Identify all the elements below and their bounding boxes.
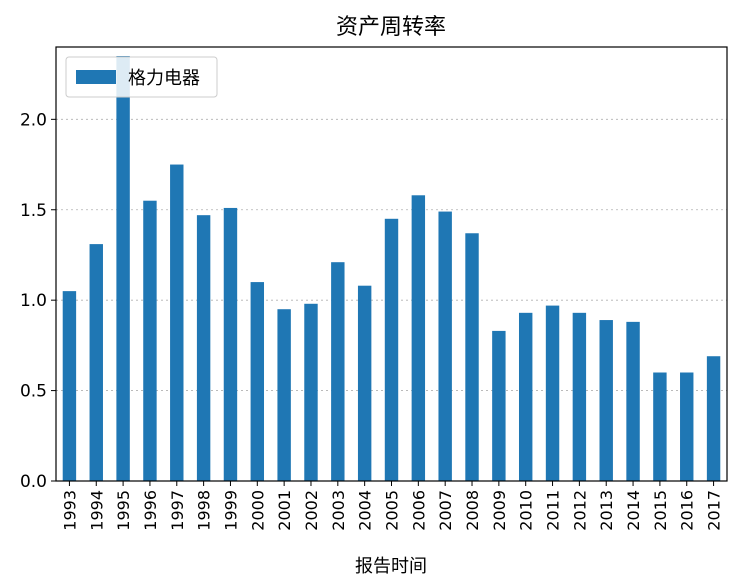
x-tick-label: 1994 — [87, 490, 106, 531]
bar-1996 — [143, 200, 157, 482]
x-tick-label: 2012 — [570, 490, 589, 531]
bar-2004 — [357, 285, 372, 481]
bar-2013 — [599, 320, 613, 481]
x-axis-label: 报告时间 — [355, 556, 427, 577]
bar-2007 — [438, 211, 452, 481]
x-tick-label: 2007 — [436, 490, 455, 531]
bar-1997 — [170, 164, 184, 481]
x-tick-label: 2013 — [597, 490, 616, 531]
x-tick-label: 1993 — [60, 490, 79, 531]
x-tick-label: 1996 — [141, 490, 160, 531]
y-tick-label: 2.0 — [20, 110, 47, 130]
bar-2002 — [304, 303, 318, 481]
legend-box — [65, 56, 218, 98]
x-tick-label: 2002 — [302, 490, 321, 531]
bar-2012 — [572, 312, 587, 481]
x-tick-label: 2017 — [705, 490, 724, 531]
bar-2003 — [331, 262, 345, 481]
bar-2009 — [492, 330, 506, 481]
bar-2011 — [545, 305, 560, 481]
x-tick-label: 1995 — [114, 490, 133, 531]
x-tick-label: 2006 — [409, 490, 428, 531]
bar-2017 — [706, 356, 721, 481]
legend-label: 格力电器 — [128, 68, 200, 89]
bar-2001 — [277, 309, 291, 481]
x-tick-label: 2010 — [517, 490, 536, 531]
x-tick-label: 2011 — [544, 490, 563, 531]
bar-2008 — [465, 233, 479, 481]
bar-2005 — [384, 218, 399, 481]
bar-2000 — [250, 282, 265, 481]
bar-1999 — [223, 207, 238, 482]
bar-1993 — [62, 291, 77, 481]
bar-1995 — [116, 56, 130, 482]
x-tick-label: 2008 — [463, 490, 482, 531]
legend-swatch — [76, 70, 116, 84]
bar-2014 — [626, 321, 640, 481]
bar-2006 — [411, 195, 426, 482]
x-tick-label: 2016 — [678, 490, 697, 531]
y-tick-label: 1.0 — [20, 291, 47, 311]
bar-2015 — [653, 372, 667, 481]
x-tick-label: 2003 — [329, 490, 348, 531]
bar-2010 — [518, 312, 533, 481]
bars — [62, 56, 721, 482]
y-tick-label: 0.5 — [20, 382, 47, 402]
x-tick-label: 2015 — [651, 490, 670, 531]
chart-title: 资产周转率 — [336, 15, 446, 40]
x-tick-label: 1998 — [195, 490, 214, 531]
legend: 格力电器 — [65, 56, 218, 98]
y-tick-label: 0.0 — [20, 472, 47, 492]
bar-1998 — [196, 215, 211, 482]
y-axis: 0.0 0.5 1.0 1.5 2.0 — [20, 110, 56, 492]
bar-1994 — [89, 244, 103, 481]
bar-2016 — [680, 372, 694, 481]
x-tick-label: 2000 — [248, 490, 267, 531]
x-tick-label: 2001 — [275, 490, 294, 531]
x-tick-label: 2009 — [490, 490, 509, 531]
x-tick-label: 1997 — [168, 490, 187, 531]
y-tick-label: 1.5 — [20, 201, 47, 221]
x-tick-label: 2005 — [383, 490, 402, 531]
x-axis: 1993 1994 1995 1996 1997 1998 1999 2000 2001 2002… — [60, 481, 724, 531]
x-tick-label: 2014 — [624, 490, 643, 531]
x-tick-label: 2004 — [356, 490, 375, 531]
x-tick-label: 1999 — [221, 490, 240, 531]
